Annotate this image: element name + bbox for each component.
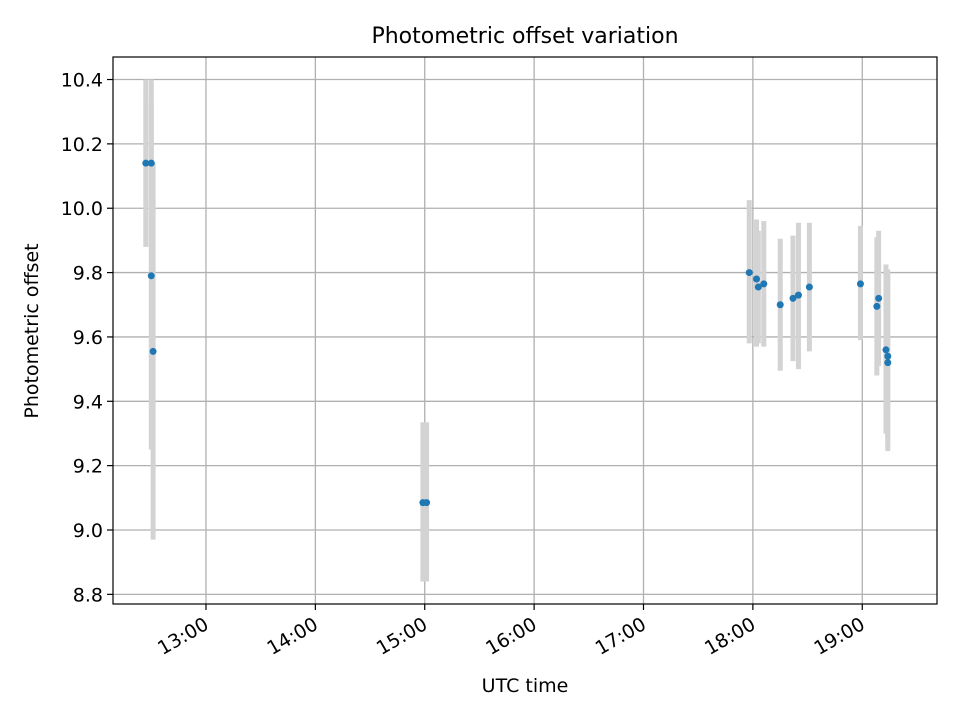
data-point: [423, 499, 431, 507]
data-point: [873, 302, 881, 310]
x-axis-label: UTC time: [482, 675, 569, 697]
y-tick-label: 9.8: [73, 263, 103, 285]
y-tick-label: 9.6: [73, 327, 103, 349]
data-point: [147, 272, 155, 280]
data-point: [805, 283, 813, 291]
data-point: [884, 352, 892, 360]
data-point: [142, 159, 150, 167]
y-axis-ticks: 8.8 9.0 9.2 9.4 9.6 9.8 10.0 10.2 10.4: [61, 70, 113, 606]
y-tick-label: 9.0: [73, 520, 103, 542]
y-tick-label: 10.0: [61, 198, 103, 220]
data-point: [875, 294, 883, 302]
y-tick-label: 10.4: [61, 70, 103, 92]
data-point: [856, 280, 864, 288]
y-tick-label: 10.2: [61, 134, 103, 156]
axes-frame: [112, 56, 938, 605]
data-point: [884, 359, 892, 367]
y-tick-label: 9.4: [73, 391, 103, 413]
y-axis-label: Photometric offset: [21, 243, 43, 418]
data-point: [789, 294, 797, 302]
data-point: [760, 280, 768, 288]
data-point: [794, 291, 802, 299]
chart-title: Photometric offset variation: [371, 24, 678, 49]
data-points: [142, 159, 892, 507]
y-tick-label: 9.2: [73, 456, 103, 478]
data-point: [754, 283, 762, 291]
data-point: [882, 346, 890, 354]
y-tick-label: 8.8: [73, 584, 103, 606]
grid: [113, 57, 937, 604]
data-point: [745, 269, 753, 277]
data-point: [149, 347, 157, 355]
data-point: [753, 275, 761, 283]
data-point: [776, 301, 784, 309]
data-point: [147, 159, 155, 167]
